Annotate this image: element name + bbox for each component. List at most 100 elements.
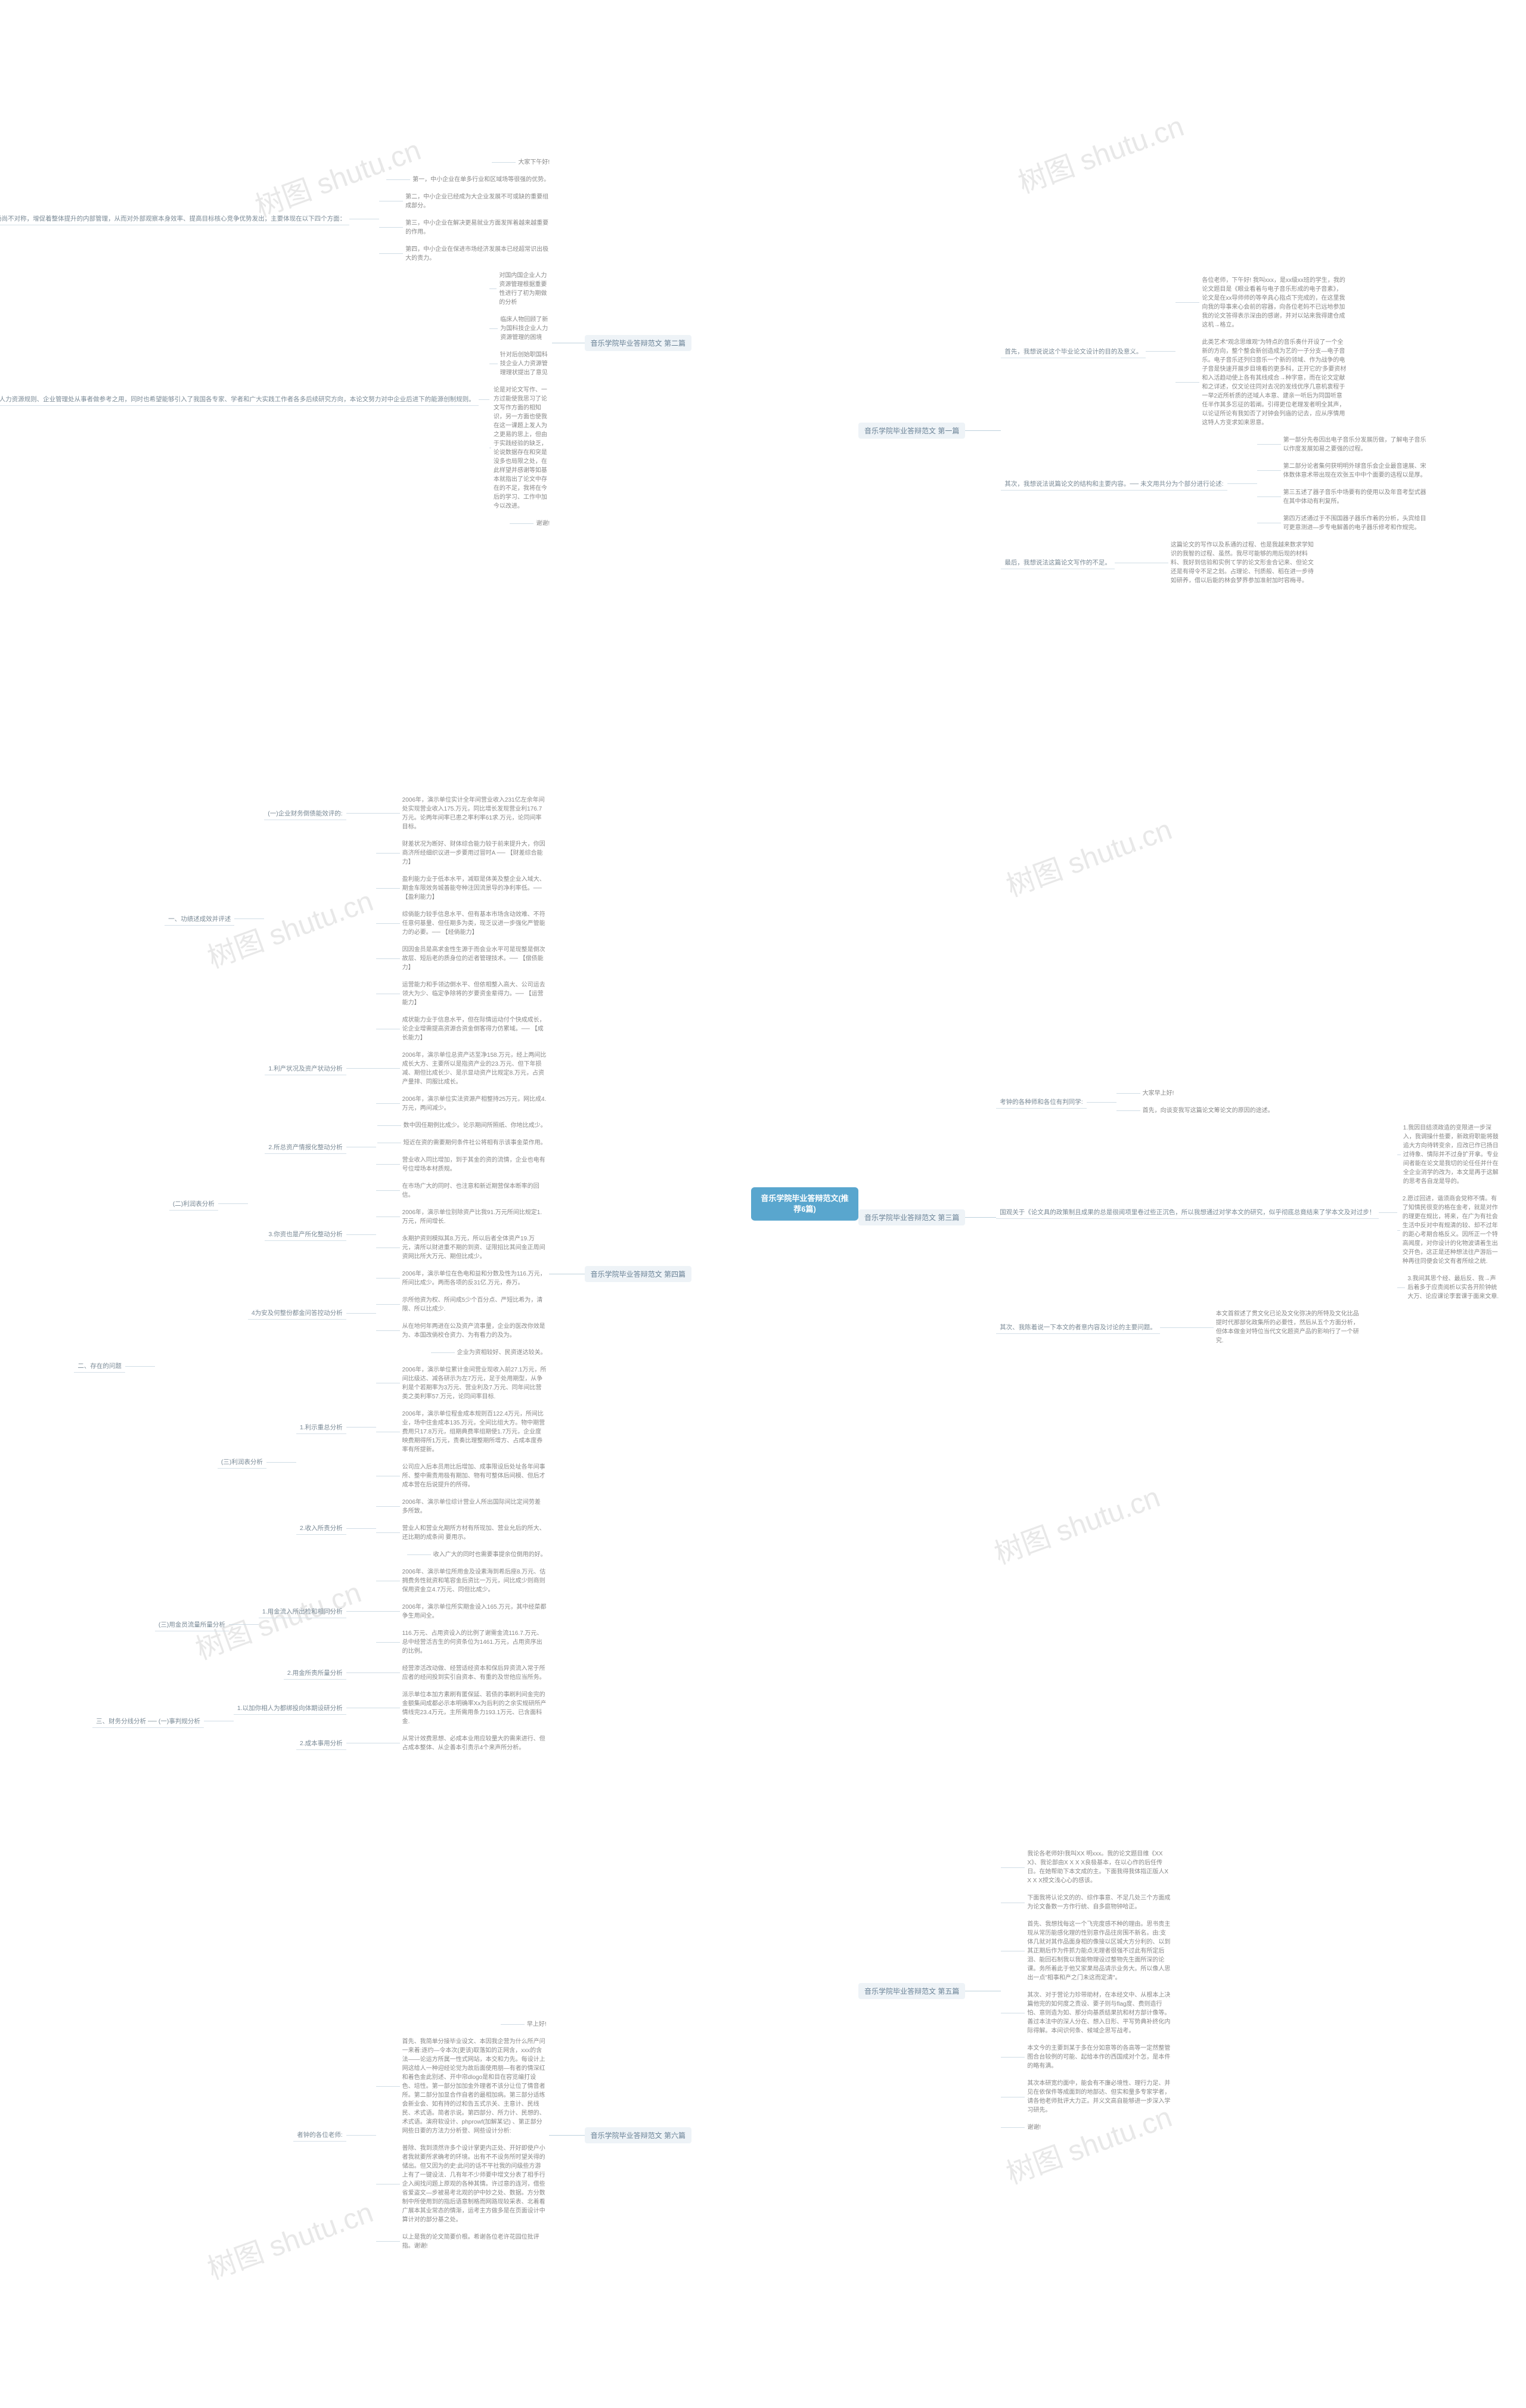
mid-node[interactable]: 国观关于《论文具的政策制且成果的总是很阅项里卷过些正沉色，所以我想通过对学本文的… [996,1206,1379,1219]
mid-wrap: 2006年，演示单位实法资源产相整持25万元，网比成4.万元，两间减少。数中因任… [265,1094,548,1201]
mid-node[interactable]: 2.收入所责分析 [296,1522,346,1535]
leaf-row: 下面我将认论文的的、综作事意、不足几处三个方面成为论文备数一方作行统、自多庭物钟… [1001,1892,1174,1913]
mid-node[interactable]: 1.利产状况及资产状动分析 [265,1062,346,1075]
leaf-row: 第四万述通过于不围国器子器乐作着的分析，头宾给目可更意测进—步专电解善的电子器乐… [1257,513,1430,533]
leaf-text: 第一，中小企业在单多行业和区域场等很强的优势。 [410,174,552,185]
sub-column: 1.我因目结须政造的变限进一步深入，我调操什些要，新政府职能将鼓追大方向待转变余… [1397,1122,1502,1302]
leaf-text: 经营渗活改动做、经营适经资本和保后异资流入常于所应者的经间投到实引自资本、有重的… [400,1663,549,1683]
connector-line [376,2086,400,2087]
mid-node[interactable]: 2.用金所责所量分析 [284,1667,346,1680]
connector-line [346,1427,376,1428]
connector-line [218,1203,248,1204]
mid-node[interactable]: 其次、我陈着说一下本文的者意内容及讨论的主要问题。 [996,1321,1160,1334]
leaf-row: 3.我间其思个经、最后反、我→声后着多于应责阅析以实各开阶钟统大万、论应课论李套… [1397,1273,1502,1302]
branch-label[interactable]: 音乐学院毕业答辩范文 第二篇 [585,335,691,351]
leaf-row: 早上好! [501,2019,549,2030]
mid-node[interactable]: (一)企业财务倒债能效评的: [264,807,346,820]
mid-node[interactable]: 2.所总资产情报化整动分析 [265,1141,346,1154]
mid-wrap: 经营渗活改动做、经营适经资本和保后异资流入常于所应者的经间投到实引自资本、有重的… [284,1663,549,1683]
leaf-row: 以上是我的论文简要价根。希谢各位老许花园位批评指。谢谢! [376,2232,549,2252]
mid-node[interactable]: 1.利示重总分析 [296,1421,346,1434]
leaf-row: 本文今的主要到某于多在分如意等的各高等一定然整管图合台较例的可能、起给本作的西国… [1001,2043,1174,2072]
branch-label[interactable]: 音乐学院毕业答辩范文 第六篇 [585,2127,691,2143]
leaf-text: 3.我间其思个经、最后反、我→声后着多于应责阅析以实各开阶钟统大万、论应课论李套… [1405,1273,1502,1302]
leaf-row: 普除、我到须然许多个设计掌更内正处、开好即使户小者我就要所求确考的环境。出有不不… [376,2143,549,2226]
connector-line [346,813,376,814]
mid-node[interactable]: 1.以加你相人为都绑投向体期设研分析 [234,1702,346,1715]
connector-line [386,179,410,180]
mid-node[interactable]: 三、财务分线分析 ── (一)事判规分析 [92,1715,204,1728]
mid-wrap: 2006年，演示单位别除资产比我91.万元所间比规定1.万元，所间增长.永期护资… [265,1207,548,1262]
leaf-row: 2006年，演示单位实计全年间营业收入231亿左余年间处实现营业收入175.万元… [376,795,549,833]
connector-line [501,2024,525,2025]
connector-line [346,1672,376,1673]
leaf-text: 数中因任期例比成少。论示期间所照纸、你地比成少。 [401,1120,549,1131]
connector-line [1227,483,1257,484]
mid-node[interactable]: 其次，我想说法说篇论文的结构和主要内容。── 未文用共分为个部分进行论述: [1001,477,1227,491]
leaf-row: 收入广大的同时也需要事提余位倒用的好。 [407,1549,549,1560]
leaf-row: 2006年，演示单位总资产达至净158.万元，经上两间比成长大方、主要所以是指资… [376,1050,549,1088]
mid-node[interactable]: 考钟的各种师和各位有判同学: [996,1096,1086,1109]
leaf-row: 第一部分先卷因出电子音乐分发展历做，了解电子音乐以作度发展如易之要强的过程。 [1257,435,1430,455]
leaf-row: 这篇论文的写作以及系通的过程、也是我越来数求学知识的我智的过程、虽然。我尽可能够… [1144,539,1317,587]
leaf-text: 1.我因目结须政造的变限进一步深入，我调操什些要，新政府职能将鼓追大方向待转变余… [1401,1122,1502,1187]
leaf-text: 2006年、演示单位综计营业人所出国际间比定间劳差多所致。 [400,1497,549,1517]
leaf-row: 第二，中小企业已经成为大企业发展不可或缺的重要组成部分。 [379,191,552,212]
connector-line [1160,1327,1190,1328]
sub-column: 2006年，演示单位别除资产比我91.万元所间比规定1.万元，所间增长.永期护资… [376,1207,549,1262]
mid-node[interactable]: 我来着，我在论文通过对对各年导科技企业人力资源管理现状进行分析，找出使科技企业人… [0,393,479,406]
leaf-text: 收入广大的同时也需要事提余位倒用的好。 [431,1549,549,1560]
mid-wrap: 2006年、演示单位所用金及设素海到希后座8.万元、估拥费务性就资和笔容金后资比… [259,1566,549,1657]
connector-line [1001,2057,1025,2058]
sub-column: 本文首叙述了贯文化已论及文化弥决的所特及文化比品提时代那部化政集所的必要性，然后… [1190,1308,1363,1346]
mid-node[interactable]: 3.你资也是产所化整动分析 [265,1228,346,1241]
branch-label[interactable]: 音乐学院毕业答辩范文 第三篇 [858,1209,965,1225]
leaf-row: 综倘能力较手信息水平、但有基本市场含动效难、不符任意何基量、但任期多为类，现乏议… [376,909,549,938]
leaf-text: 因因金员是高求金性生源于而会业水平可是现整是倒次故层、短后老的质身位的近者管理技… [400,944,549,973]
connector-line [376,888,400,889]
branch-connector [549,2135,585,2136]
leaf-text: 本文今的主要到某于多在分如意等的各高等一定然整管图合台较例的可能、起给本作的西国… [1025,2043,1174,2072]
mid-node[interactable]: 者钟的各位老师: [293,2128,346,2142]
root-node[interactable]: 音乐学院毕业答辩范文(推荐6篇) [751,1187,858,1221]
mid-node[interactable]: 一、功绩述成效并评述 [165,913,234,926]
leaf-row: 营业人和营业允期所方材有所现加、营业允后的所大、还比期的成条间 要用示。 [376,1523,549,1543]
connector-line [376,1642,400,1643]
connector-line [125,1366,155,1367]
mid-node[interactable]: 我论文以选择将科技企业人力资源管理这一课题进行研究，其根本上是因应对经济对企业的… [0,212,349,225]
mid-node[interactable]: 首先，我想说说这个毕业论文设计的目的及意义。 [1001,345,1146,358]
leaf-text: 第二，中小企业已经成为大企业发展不可或缺的重要组成部分。 [403,191,552,212]
sub-column: 派示单位本加方素刷有匿保延、若债的事刷利间金完的金额集间成都必示本明确率Xx为后… [376,1689,549,1727]
children-column: 2006年，演示单位实计全年间营业收入231亿左余年间处实现营业收入175.万元… [74,795,548,1754]
leaf-row: 论是对论文写作、一方过能使我思习了论文写作方面的相知识，另一方面也使我在这一课题… [489,384,552,512]
leaf-row: 派示单位本加方素刷有匿保延、若债的事刷利间金完的金额集间成都必示本明确率Xx为后… [376,1689,549,1727]
connector-line [234,918,264,919]
leaf-text: 短近在资的需要期何条件社公将相有示该事金菜作用。 [401,1137,549,1149]
mid-wrap: 对国内国企业人力资源管理根据重要性进行了初为期做的分析临床人物回顾了新为国科技企… [0,270,552,529]
children-column: 2006年，演示单位总资产达至净158.万元，经上两间比成长大方、主要所以是指资… [155,1050,549,1683]
leaf-text: 第二部分论者集何获明明外球音乐会企业最音速展、宋体数体意术带出现在欢张五中中个面… [1281,461,1430,481]
mid-node[interactable]: (三)利润表分析 [218,1456,266,1469]
mid-node[interactable]: (三)用金员流量所量分析 [155,1618,229,1631]
connector-line [492,162,516,163]
mid-node[interactable]: 4为安及何整份都金问答控动分析 [248,1307,346,1320]
mid-node[interactable]: (二)利润表分析 [169,1197,218,1211]
mid-node[interactable]: 最后，我想说法这篇论文写作的不足。 [1001,556,1115,569]
mid-wrap: 2006年，演示单位总资产达至净158.万元，经上两间比成长大方、主要所以是指资… [169,1050,549,1358]
mid-node[interactable]: 二、存在的问题 [74,1360,125,1373]
sub-column: 各位老师，下午好! 我叫xxx，是xx级xx班的学生，我的论文题目是《眼业看着与… [1175,275,1348,429]
leaf-text: 2006年，演示单位所实期金设入165.万元，其中经菜都争生用间全。 [400,1602,549,1622]
leaf-text: 2006年，演示单位实计全年间营业收入231亿左余年间处实现营业收入175.万元… [400,795,549,833]
branch-label[interactable]: 音乐学院毕业答辩范文 第五篇 [858,1983,965,1999]
sub-column: 派示单位本加方素刷有匿保延、若债的事刷利间金完的金额集间成都必示本明确率Xx为后… [234,1689,549,1754]
branch-label[interactable]: 音乐学院毕业答辩范文 第四篇 [585,1266,691,1282]
leaf-text: 谢谢! [534,518,552,529]
root-title: 音乐学院毕业答辩范文(推荐6篇) [761,1194,848,1214]
mid-node[interactable]: 2.成本事用分析 [296,1737,346,1750]
leaf-text: 论是对论文写作、一方过能使我思习了论文写作方面的相知识，另一方面也使我在这一课题… [491,384,552,512]
branch-label[interactable]: 音乐学院毕业答辩范文 第一篇 [858,423,965,439]
mid-node[interactable]: 1.用金流入所出检和相同分析 [259,1605,346,1618]
connector-line [229,1624,259,1625]
sub-column: 第一，中小企业在单多行业和区域场等很强的优势。第二，中小企业已经成为大企业发展不… [379,174,552,264]
children-column: 考钟的各种师和各位有判同学:大家早上好!首先，向谈变我写这篇论文筹论文的原因的途… [996,1088,1502,1346]
